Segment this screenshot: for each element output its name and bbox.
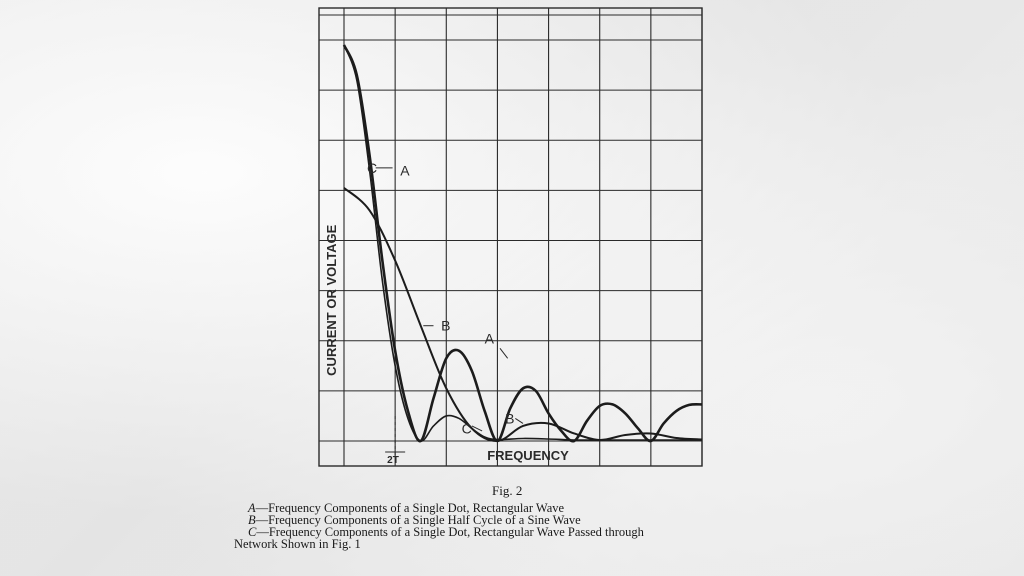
annotation-pointer <box>515 418 524 424</box>
caption-line-c2: Network Shown in Fig. 1 <box>234 537 361 551</box>
annotation-a-1: A <box>400 162 410 178</box>
annotation-pointer <box>471 425 483 432</box>
annotation-b-2: B <box>441 318 450 334</box>
figure-title: Fig. 2 <box>492 483 523 498</box>
caption-line-a: A—Frequency Components of a Single Dot, … <box>234 501 814 515</box>
annotation-b-5: B <box>505 410 514 426</box>
caption-letter-c: C <box>248 525 257 539</box>
chart-curves <box>342 44 703 443</box>
y-axis-label: CURRENT OR VOLTAGE <box>324 224 339 376</box>
caption-letter-a: A <box>248 501 256 515</box>
figure-caption: A—Frequency Components of a Single Dot, … <box>234 501 814 551</box>
series-line-a <box>342 44 703 443</box>
caption-text-c: —Frequency Components of a Single Dot, R… <box>256 525 644 539</box>
caption-line-b: B—Frequency Components of a Single Half … <box>234 513 814 527</box>
series-line-c <box>343 44 702 442</box>
chart-grid <box>318 7 703 467</box>
caption-text-b: —Frequency Components of a Single Half C… <box>255 513 581 527</box>
caption-text-a: —Frequency Components of a Single Dot, R… <box>255 501 565 515</box>
caption-line-c: C—Frequency Components of a Single Dot, … <box>234 525 814 539</box>
annotation-a-3: A <box>485 330 495 346</box>
caption-letter-b: B <box>248 513 256 527</box>
annotation-c-4: C <box>462 420 472 436</box>
chart-labels: CURRENT OR VOLTAGE FREQUENCY 2T C A B A C B <box>324 160 569 466</box>
annotation-c-0: C <box>367 160 377 176</box>
annotation-pointer <box>499 347 509 359</box>
x-axis-label: FREQUENCY <box>487 448 569 463</box>
x-tick-label-2t: 2T <box>387 455 399 466</box>
series-line-b <box>343 187 703 443</box>
